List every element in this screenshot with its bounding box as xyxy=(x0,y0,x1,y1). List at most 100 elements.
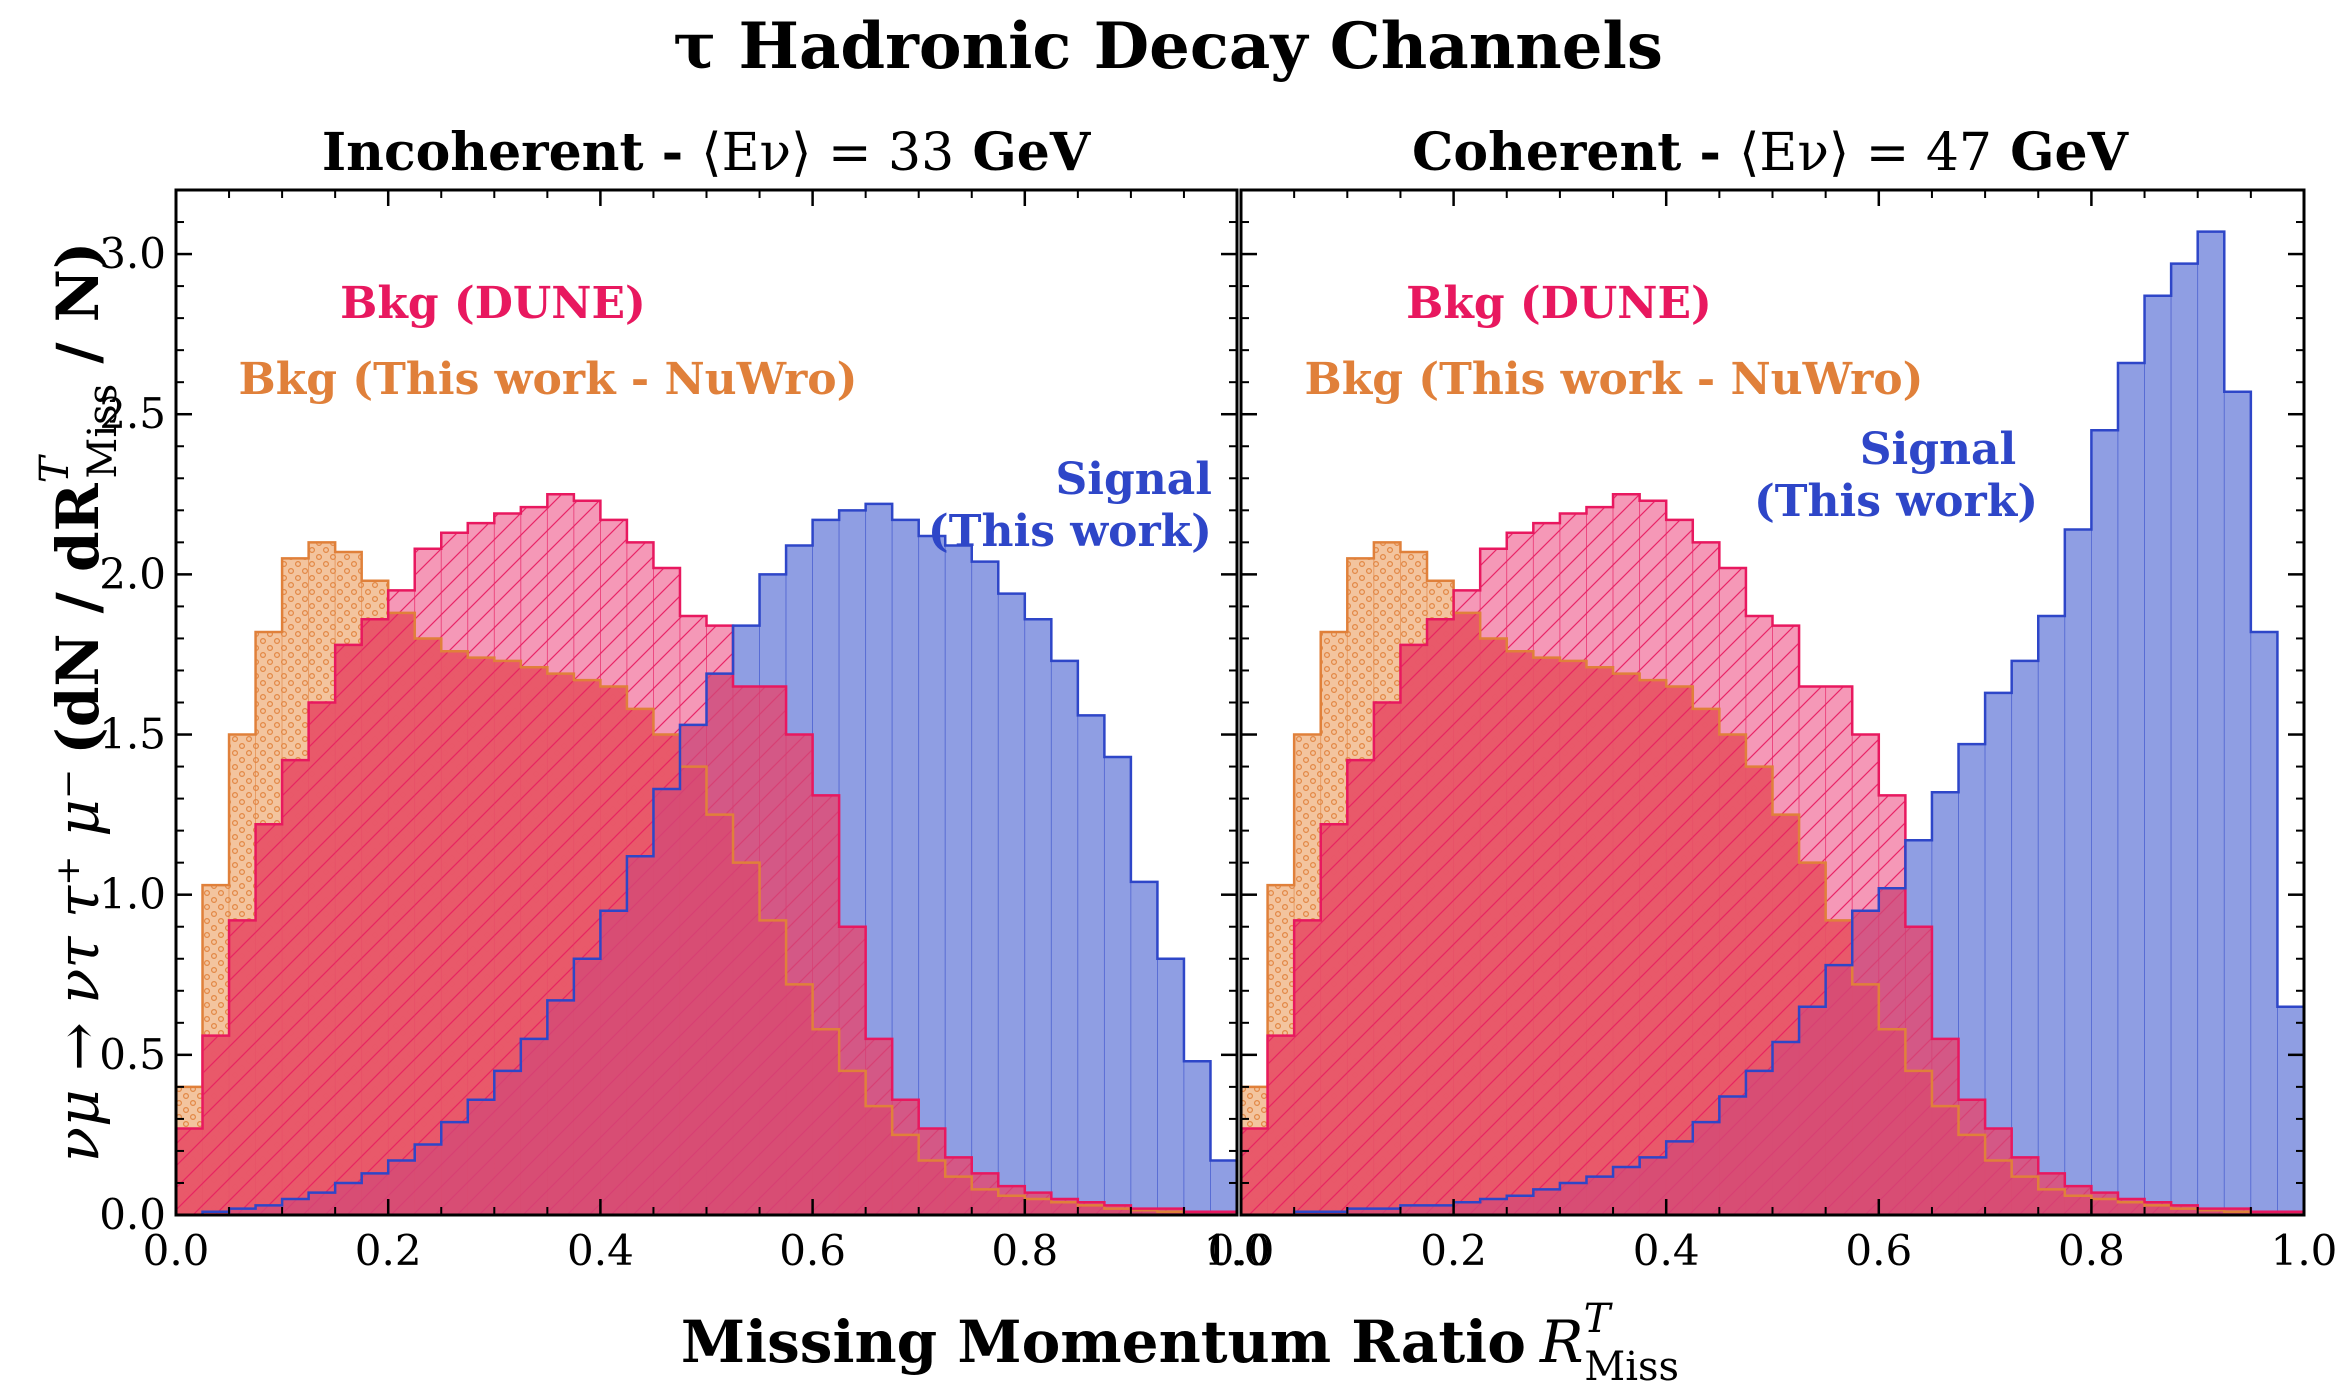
signal-bar xyxy=(2011,660,2039,1215)
bkg-dune-outline xyxy=(176,493,1237,1215)
signal-overlap-bar xyxy=(1104,1205,1131,1215)
panel-title: Incoherent - ⟨Eν⟩ = 33 GeV xyxy=(322,122,1092,183)
panel-title-prefix: Coherent - xyxy=(1412,122,1739,183)
signal-overlap-bar xyxy=(1559,1182,1587,1215)
signal-overlap-bar xyxy=(1347,1208,1374,1215)
signal-overlap-bar xyxy=(414,1144,442,1215)
signal-overlap-bar xyxy=(1772,1042,1800,1215)
bkg-overlap-hatch xyxy=(255,824,283,1215)
signal-overlap-bar xyxy=(2011,1157,2039,1215)
signal-bar xyxy=(918,535,946,1215)
label-signal-sub: (This work) xyxy=(1754,476,2038,527)
signal-overlap-bar xyxy=(1453,1202,1481,1215)
bkg-overlap-hatch xyxy=(361,619,389,1215)
bkg-overlap-hatch xyxy=(388,612,415,1215)
signal-overlap-bar xyxy=(467,1099,495,1215)
bkg-overlap-hatch xyxy=(1480,638,1507,1215)
signal-overlap-bar xyxy=(1799,1006,1826,1215)
x-axis-label-text: Missing Momentum Ratio xyxy=(681,1308,1526,1376)
signal-bar xyxy=(2064,529,2092,1215)
label-bkg-dune: Bkg (DUNE) xyxy=(1406,278,1712,329)
signal-overlap-bar xyxy=(1985,1128,2012,1215)
signal-overlap-bar xyxy=(1024,1192,1052,1215)
bkg-overlap-hatch xyxy=(308,702,336,1215)
label-bkg-nuwro: Bkg (This work - NuWro) xyxy=(1305,354,1924,405)
signal-overlap-bar xyxy=(388,1160,415,1215)
bkg-overlap-hatch xyxy=(1559,660,1587,1215)
bkg-overlap-hatch xyxy=(1294,920,1321,1215)
signal-bar xyxy=(2250,631,2278,1215)
signal-overlap-bar xyxy=(1719,1096,1746,1215)
panel-title-math: ⟨Eν⟩ = 47 xyxy=(1739,123,1992,183)
bkg-overlap-hatch xyxy=(1586,667,1614,1215)
label-signal-sub: (This work) xyxy=(928,506,1212,557)
signal-overlap-bar xyxy=(1077,1202,1105,1215)
signal-overlap-bar xyxy=(626,856,654,1215)
x-axis-label-sup: T xyxy=(1584,1296,1614,1342)
signal-outline xyxy=(1241,230,2304,1215)
signal-overlap-bar xyxy=(1294,1211,1321,1215)
y-axis-label-sub: Miss xyxy=(80,384,126,479)
y-axis-label: νμ → ντ τ⁺ μ⁻ (dN / dRTMiss / N) xyxy=(32,242,126,1163)
bkg-dune-outline xyxy=(1241,493,2304,1215)
panel-title-suffix: GeV xyxy=(954,122,1092,183)
bkg-overlap-hatch xyxy=(1267,1035,1295,1215)
signal-overlap-bar xyxy=(308,1192,336,1215)
signal-overlap-bar xyxy=(1480,1198,1507,1215)
signal-overlap-bar xyxy=(759,686,787,1215)
histogram-bars xyxy=(176,493,1237,1215)
signal-bar xyxy=(2117,362,2145,1215)
signal-overlap-bar xyxy=(1183,1211,1211,1215)
x-tick-label: 0.0 xyxy=(1208,1226,1275,1275)
bkg-overlap-hatch xyxy=(1506,651,1534,1215)
signal-overlap-bar xyxy=(2250,1211,2278,1215)
signal-overlap-bar xyxy=(1852,910,1879,1215)
signal-bar xyxy=(944,545,973,1215)
bkg-overlap-hatch xyxy=(282,760,309,1215)
label-bkg-dune: Bkg (DUNE) xyxy=(340,278,646,329)
signal-overlap-bar xyxy=(441,1122,468,1215)
signal-overlap-bar xyxy=(2197,1208,2225,1215)
x-axis-label-sub: Miss xyxy=(1584,1344,1679,1390)
signal-overlap-bar xyxy=(1639,1157,1667,1215)
y-tick-label: 3.0 xyxy=(99,229,166,278)
x-tick-label: 0.4 xyxy=(567,1226,634,1275)
signal-overlap-bar xyxy=(2038,1173,2065,1215)
panel-incoherent: Incoherent - ⟨Eν⟩ = 33 GeV 0.0 0.2 0.4 0.6 0… xyxy=(99,122,1270,1275)
signal-overlap-bar xyxy=(520,1038,548,1215)
x-tick-label: 1.0 xyxy=(2271,1226,2336,1275)
signal-overlap-bar xyxy=(1427,1205,1454,1215)
signal-overlap-bar xyxy=(1666,1141,1693,1215)
signal-overlap-bar xyxy=(2091,1192,2118,1215)
annotations: Bkg (DUNE) Bkg (This work - NuWro) Signa… xyxy=(1305,278,2038,527)
signal-bar xyxy=(1157,958,1185,1215)
signal-bar xyxy=(1183,1060,1211,1215)
signal-bar xyxy=(2223,391,2252,1215)
bkg-nuwro-outline xyxy=(176,541,1237,1215)
plot-area xyxy=(1241,230,2304,1215)
signal-overlap-bar xyxy=(971,1173,999,1215)
signal-overlap-bar xyxy=(1320,1211,1348,1215)
bkg-overlap-hatch xyxy=(1613,673,1640,1215)
signal-overlap-bar xyxy=(1373,1208,1401,1215)
signal-overlap-bar xyxy=(547,1000,574,1215)
bkg-overlap-hatch xyxy=(1533,657,1560,1215)
signal-overlap-bar xyxy=(786,734,813,1215)
signal-bar xyxy=(2037,615,2066,1215)
signal-bar xyxy=(2197,231,2225,1215)
signal-overlap-bar xyxy=(2064,1186,2092,1215)
signal-overlap-bar xyxy=(573,958,601,1215)
signal-outline xyxy=(176,502,1237,1215)
y-tick-label: 2.0 xyxy=(99,549,166,598)
signal-overlap-series xyxy=(202,673,1237,1215)
x-tick-label: 0.2 xyxy=(355,1226,422,1275)
signal-bar xyxy=(1130,881,1158,1215)
signal-overlap-bar xyxy=(2171,1205,2198,1215)
x-tick-label: 0.6 xyxy=(779,1226,846,1275)
signal-bar xyxy=(1103,756,1132,1215)
signal-overlap-bar xyxy=(679,724,707,1215)
signal-overlap-bar xyxy=(945,1157,972,1215)
bkg-overlap-hatch xyxy=(1241,1128,1268,1215)
y-tick-label: 0.0 xyxy=(99,1190,166,1239)
panel-coherent: Coherent - ⟨Eν⟩ = 47 GeV 0.0 0.2 0.4 0.6 0.8… xyxy=(1208,122,2336,1275)
